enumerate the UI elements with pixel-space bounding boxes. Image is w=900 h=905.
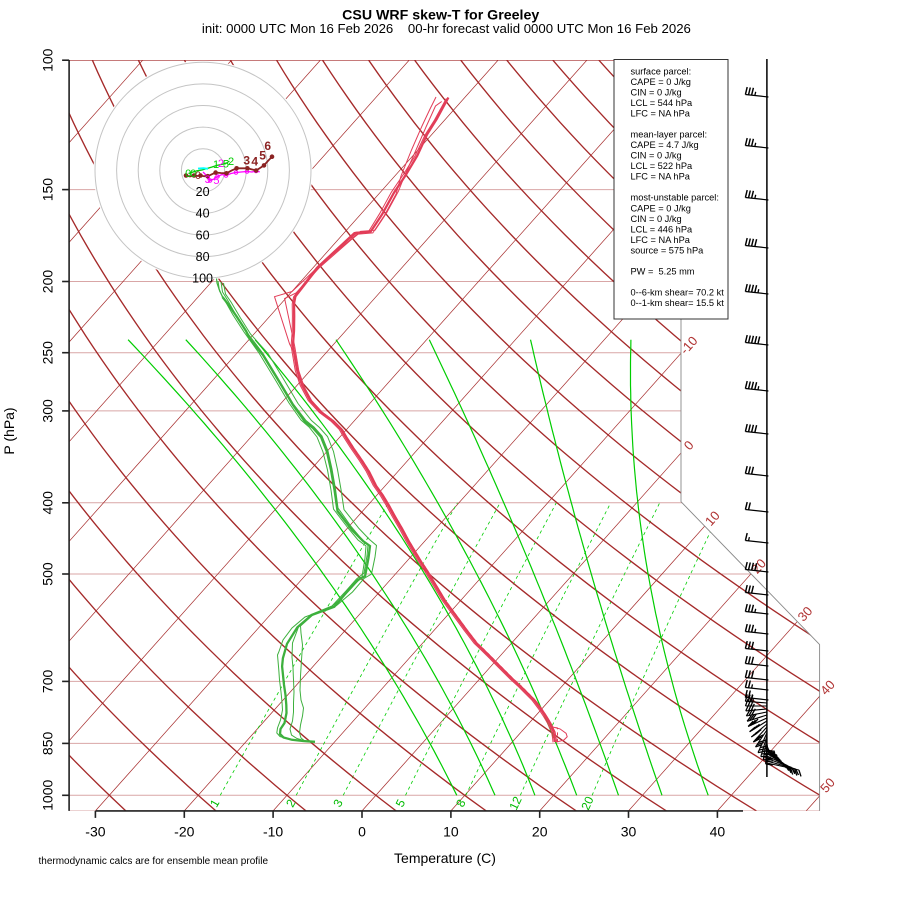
- svg-text:6: 6: [264, 139, 271, 153]
- svg-text:300: 300: [40, 399, 56, 423]
- svg-text:80: 80: [196, 250, 210, 264]
- svg-text:source = 575 hPa: source = 575 hPa: [631, 245, 705, 255]
- svg-text:0: 0: [190, 168, 196, 180]
- svg-text:20: 20: [532, 824, 548, 840]
- svg-text:60: 60: [196, 228, 210, 242]
- svg-text:12: 12: [506, 794, 525, 812]
- svg-text:CIN = 0 J/kg: CIN = 0 J/kg: [631, 151, 682, 161]
- svg-text:0: 0: [185, 168, 191, 180]
- svg-text:surface parcel:: surface parcel:: [631, 67, 692, 77]
- svg-text:Temperature (C): Temperature (C): [394, 850, 496, 866]
- svg-text:1000: 1000: [40, 780, 56, 811]
- svg-text:LFC = NA hPa: LFC = NA hPa: [631, 172, 691, 182]
- svg-text:CSU WRF skew-T for Greeley: CSU WRF skew-T for Greeley: [342, 8, 539, 24]
- svg-text:20: 20: [578, 794, 596, 812]
- svg-text:LFC = NA hPa: LFC = NA hPa: [631, 109, 691, 119]
- svg-text:150: 150: [40, 178, 56, 202]
- svg-text:4: 4: [251, 154, 258, 168]
- svg-text:0--1-km shear= 15.5 kt: 0--1-km shear= 15.5 kt: [631, 298, 725, 308]
- svg-text:850: 850: [40, 732, 56, 756]
- svg-text:40: 40: [196, 207, 210, 221]
- svg-text:100: 100: [192, 272, 213, 286]
- svg-text:init: 0000 UTC Mon 16 Feb 2026: init: 0000 UTC Mon 16 Feb 2026 00-hr for…: [202, 21, 691, 36]
- svg-text:10: 10: [443, 824, 459, 840]
- svg-text:100: 100: [40, 48, 56, 72]
- svg-text:P (hPa): P (hPa): [1, 407, 17, 454]
- svg-text:5: 5: [213, 175, 219, 187]
- svg-text:5: 5: [259, 149, 266, 163]
- svg-text:CAPE = 0 J/kg: CAPE = 0 J/kg: [631, 203, 691, 213]
- svg-text:3: 3: [243, 154, 250, 168]
- svg-text:CAPE = 4.7 J/kg: CAPE = 4.7 J/kg: [631, 140, 699, 150]
- svg-text:0--6-km shear= 70.2 kt: 0--6-km shear= 70.2 kt: [631, 287, 725, 297]
- svg-text:400: 400: [40, 491, 56, 515]
- svg-text:mean-layer parcel:: mean-layer parcel:: [631, 130, 708, 140]
- svg-text:3: 3: [205, 174, 211, 186]
- svg-text:most-unstable parcel:: most-unstable parcel:: [631, 193, 719, 203]
- svg-text:LCL = 522 hPa: LCL = 522 hPa: [631, 161, 693, 171]
- svg-text:200: 200: [40, 270, 56, 294]
- svg-text:1: 1: [213, 159, 219, 171]
- svg-text:20: 20: [196, 185, 210, 199]
- svg-text:LFC = NA hPa: LFC = NA hPa: [631, 235, 691, 245]
- svg-text:thermodynamic calcs are for en: thermodynamic calcs are for ensemble mea…: [39, 856, 269, 867]
- svg-text:250: 250: [40, 341, 56, 365]
- svg-text:LCL = 446 hPa: LCL = 446 hPa: [631, 224, 693, 234]
- svg-text:30: 30: [621, 824, 637, 840]
- svg-text:0: 0: [195, 170, 201, 182]
- svg-text:-10: -10: [263, 824, 283, 840]
- svg-text:500: 500: [40, 562, 56, 586]
- svg-text:CAPE = 0 J/kg: CAPE = 0 J/kg: [631, 77, 691, 87]
- svg-text:PW = 5.25 mm: PW = 5.25 mm: [631, 266, 695, 276]
- svg-text:700: 700: [40, 670, 56, 694]
- svg-text:2: 2: [218, 158, 224, 170]
- svg-text:-20: -20: [174, 824, 194, 840]
- svg-text:2: 2: [228, 156, 234, 168]
- svg-text:40: 40: [710, 824, 726, 840]
- svg-text:0: 0: [358, 824, 366, 840]
- svg-text:CIN = 0 J/kg: CIN = 0 J/kg: [631, 88, 682, 98]
- svg-text:-30: -30: [85, 824, 105, 840]
- svg-text:CIN = 0 J/kg: CIN = 0 J/kg: [631, 214, 682, 224]
- svg-text:5: 5: [223, 159, 229, 171]
- svg-text:LCL = 544 hPa: LCL = 544 hPa: [631, 98, 693, 108]
